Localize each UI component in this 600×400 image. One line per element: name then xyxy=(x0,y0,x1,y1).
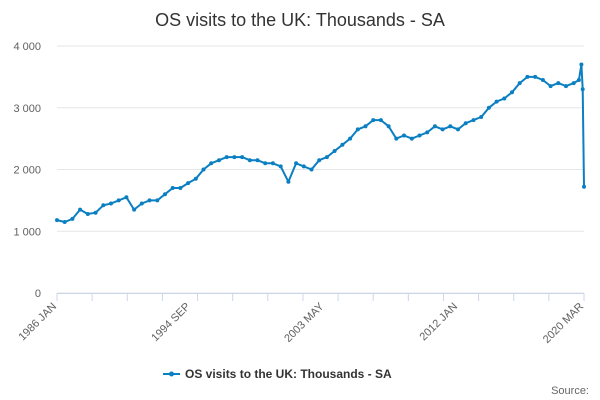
data-point[interactable] xyxy=(163,192,167,197)
data-point[interactable] xyxy=(270,161,275,166)
data-point[interactable] xyxy=(78,207,83,212)
data-point[interactable] xyxy=(417,133,422,138)
data-point[interactable] xyxy=(580,87,585,92)
chart-title: OS visits to the UK: Thousands - SA xyxy=(155,10,445,30)
data-point[interactable] xyxy=(286,179,291,184)
x-tick-label: 2020 MAR xyxy=(541,301,586,346)
data-point[interactable] xyxy=(471,118,476,123)
data-point[interactable] xyxy=(294,161,299,166)
data-point[interactable] xyxy=(571,81,576,86)
data-point[interactable] xyxy=(109,201,113,206)
data-point[interactable] xyxy=(178,186,183,190)
x-tick-label: 2003 MAY xyxy=(282,300,327,345)
data-point[interactable] xyxy=(502,96,507,101)
data-point[interactable] xyxy=(155,198,160,203)
x-axis: 1986 JAN 1994 SEP 2003 MAY 2012 JAN 2020 MAR xyxy=(16,293,586,346)
data-point[interactable] xyxy=(540,78,545,82)
data-point[interactable] xyxy=(324,155,329,160)
data-point[interactable] xyxy=(394,136,399,141)
data-point[interactable] xyxy=(363,124,368,129)
data-point[interactable] xyxy=(186,181,191,186)
data-point[interactable] xyxy=(556,81,561,86)
data-point[interactable] xyxy=(517,81,522,86)
data-point[interactable] xyxy=(255,158,260,163)
data-point[interactable] xyxy=(263,161,268,166)
data-point[interactable] xyxy=(440,127,445,132)
credits-text[interactable]: Source: xyxy=(551,385,589,397)
legend-point-marker xyxy=(169,371,174,377)
data-point[interactable] xyxy=(224,155,229,160)
data-point[interactable] xyxy=(386,124,391,129)
data-point[interactable] xyxy=(448,124,453,129)
y-tick-label: 2 000 xyxy=(13,165,41,177)
data-point[interactable] xyxy=(525,74,530,79)
data-point[interactable] xyxy=(579,62,584,67)
data-point[interactable] xyxy=(124,195,129,200)
data-point[interactable] xyxy=(147,198,152,203)
x-tick-label: 1986 JAN xyxy=(16,301,59,344)
data-point[interactable] xyxy=(132,207,137,212)
data-point[interactable] xyxy=(332,149,337,153)
legend-label: OS visits to the UK: Thousands - SA xyxy=(185,367,392,381)
data-point[interactable] xyxy=(116,198,121,203)
data-point[interactable] xyxy=(425,130,430,135)
data-point[interactable] xyxy=(209,161,214,166)
data-point[interactable] xyxy=(479,115,484,119)
y-tick-label: 4 000 xyxy=(13,41,41,53)
data-point[interactable] xyxy=(309,167,314,172)
data-point[interactable] xyxy=(409,136,414,141)
data-point[interactable] xyxy=(193,176,198,181)
data-point[interactable] xyxy=(317,158,322,163)
data-point[interactable] xyxy=(463,121,468,126)
data-point[interactable] xyxy=(510,90,514,95)
data-point[interactable] xyxy=(355,127,360,132)
legend[interactable]: OS visits to the UK: Thousands - SA xyxy=(163,367,392,381)
data-point[interactable] xyxy=(564,84,568,89)
data-point[interactable] xyxy=(232,155,237,160)
data-point[interactable] xyxy=(576,78,581,82)
y-axis-ticks: 0 1 000 2 000 3 000 4 000 xyxy=(13,41,41,300)
data-point[interactable] xyxy=(378,118,383,123)
data-point[interactable] xyxy=(139,201,144,206)
data-point[interactable] xyxy=(278,164,283,169)
data-point[interactable] xyxy=(533,74,538,79)
data-point[interactable] xyxy=(432,124,437,129)
data-point[interactable] xyxy=(101,203,106,208)
series-line[interactable] xyxy=(56,63,585,223)
data-point[interactable] xyxy=(93,210,98,215)
y-tick-label: 1 000 xyxy=(13,226,41,238)
data-point[interactable] xyxy=(582,184,586,189)
data-point[interactable] xyxy=(55,218,59,223)
data-point[interactable] xyxy=(170,186,175,190)
x-tick-label: 1994 SEP xyxy=(149,301,193,345)
data-point[interactable] xyxy=(247,158,252,163)
data-point[interactable] xyxy=(301,164,306,169)
data-point[interactable] xyxy=(348,136,353,141)
gridlines xyxy=(57,45,584,294)
series-group[interactable] xyxy=(55,62,586,225)
data-point[interactable] xyxy=(62,220,67,224)
data-point[interactable] xyxy=(548,84,553,89)
y-tick-label: 0 xyxy=(35,288,41,300)
x-tick-label: 2012 JAN xyxy=(418,301,461,344)
y-tick-label: 3 000 xyxy=(13,103,41,115)
data-point[interactable] xyxy=(402,133,406,138)
data-point[interactable] xyxy=(217,158,221,163)
data-point[interactable] xyxy=(70,216,75,221)
data-point[interactable] xyxy=(371,118,376,123)
data-point[interactable] xyxy=(456,127,460,132)
data-point[interactable] xyxy=(494,99,499,104)
data-point[interactable] xyxy=(201,167,206,172)
data-point[interactable] xyxy=(340,142,345,147)
data-point[interactable] xyxy=(486,105,491,110)
data-point[interactable] xyxy=(85,212,90,216)
data-point[interactable] xyxy=(240,155,245,160)
